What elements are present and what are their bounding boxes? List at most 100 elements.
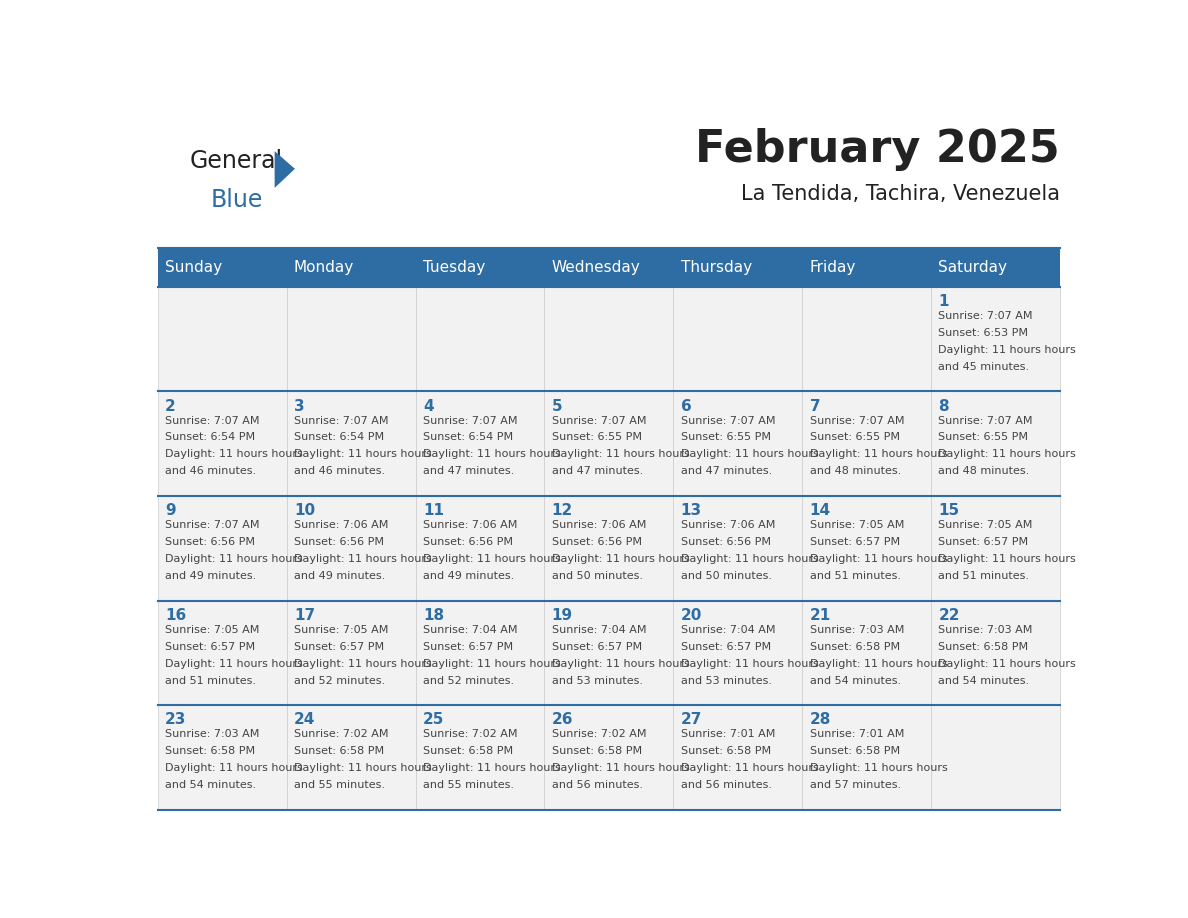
Text: 17: 17 bbox=[293, 608, 315, 622]
Bar bbox=[674, 705, 802, 810]
Text: Sunrise: 7:02 AM: Sunrise: 7:02 AM bbox=[551, 730, 646, 739]
Text: Daylight: 11 hours hours: Daylight: 11 hours hours bbox=[423, 659, 561, 668]
Text: Daylight: 11 hours hours: Daylight: 11 hours hours bbox=[423, 554, 561, 564]
Text: and 45 minutes.: and 45 minutes. bbox=[939, 362, 1030, 372]
Text: Wednesday: Wednesday bbox=[551, 260, 640, 274]
Text: 10: 10 bbox=[293, 503, 315, 518]
Text: Sunset: 6:56 PM: Sunset: 6:56 PM bbox=[681, 537, 771, 547]
Bar bbox=[544, 286, 674, 391]
Bar bbox=[416, 286, 544, 391]
Text: Sunrise: 7:07 AM: Sunrise: 7:07 AM bbox=[681, 416, 775, 426]
Bar bbox=[802, 391, 931, 496]
Bar bbox=[286, 600, 416, 705]
Bar bbox=[416, 600, 544, 705]
Text: 15: 15 bbox=[939, 503, 960, 518]
Text: Daylight: 11 hours hours: Daylight: 11 hours hours bbox=[939, 659, 1076, 668]
Text: and 55 minutes.: and 55 minutes. bbox=[293, 780, 385, 790]
Text: and 51 minutes.: and 51 minutes. bbox=[165, 676, 257, 686]
Text: Sunrise: 7:01 AM: Sunrise: 7:01 AM bbox=[681, 730, 775, 739]
Text: Sunset: 6:57 PM: Sunset: 6:57 PM bbox=[939, 537, 1029, 547]
Bar bbox=[416, 496, 544, 600]
Text: and 47 minutes.: and 47 minutes. bbox=[423, 466, 514, 476]
Text: Sunrise: 7:03 AM: Sunrise: 7:03 AM bbox=[809, 625, 904, 634]
Text: 13: 13 bbox=[681, 503, 702, 518]
Bar bbox=[802, 600, 931, 705]
Text: 8: 8 bbox=[939, 398, 949, 413]
Bar bbox=[931, 286, 1060, 391]
Bar bbox=[674, 286, 802, 391]
Bar bbox=[544, 391, 674, 496]
Text: Sunrise: 7:06 AM: Sunrise: 7:06 AM bbox=[423, 521, 517, 530]
Text: 14: 14 bbox=[809, 503, 830, 518]
Text: and 46 minutes.: and 46 minutes. bbox=[165, 466, 257, 476]
Text: 4: 4 bbox=[423, 398, 434, 413]
Text: and 47 minutes.: and 47 minutes. bbox=[681, 466, 772, 476]
Text: Sunrise: 7:01 AM: Sunrise: 7:01 AM bbox=[809, 730, 904, 739]
Text: 18: 18 bbox=[423, 608, 444, 622]
Bar bbox=[802, 496, 931, 600]
Text: Saturday: Saturday bbox=[939, 260, 1007, 274]
Bar bbox=[286, 705, 416, 810]
Bar bbox=[544, 600, 674, 705]
Text: Daylight: 11 hours hours: Daylight: 11 hours hours bbox=[165, 763, 303, 773]
Bar bbox=[286, 496, 416, 600]
Text: Daylight: 11 hours hours: Daylight: 11 hours hours bbox=[939, 554, 1076, 564]
Text: Daylight: 11 hours hours: Daylight: 11 hours hours bbox=[551, 659, 689, 668]
Text: Daylight: 11 hours hours: Daylight: 11 hours hours bbox=[809, 763, 947, 773]
Text: and 48 minutes.: and 48 minutes. bbox=[939, 466, 1030, 476]
Bar bbox=[544, 496, 674, 600]
Text: 21: 21 bbox=[809, 608, 830, 622]
Text: 20: 20 bbox=[681, 608, 702, 622]
Text: Sunrise: 7:07 AM: Sunrise: 7:07 AM bbox=[293, 416, 388, 426]
Text: Sunset: 6:56 PM: Sunset: 6:56 PM bbox=[165, 537, 255, 547]
Text: 2: 2 bbox=[165, 398, 176, 413]
Text: and 56 minutes.: and 56 minutes. bbox=[681, 780, 772, 790]
Text: Sunset: 6:57 PM: Sunset: 6:57 PM bbox=[551, 642, 642, 652]
Text: and 56 minutes.: and 56 minutes. bbox=[551, 780, 643, 790]
Text: Daylight: 11 hours hours: Daylight: 11 hours hours bbox=[681, 763, 819, 773]
Text: Sunset: 6:56 PM: Sunset: 6:56 PM bbox=[551, 537, 642, 547]
Text: Tuesday: Tuesday bbox=[423, 260, 485, 274]
Text: Sunset: 6:56 PM: Sunset: 6:56 PM bbox=[293, 537, 384, 547]
Text: La Tendida, Tachira, Venezuela: La Tendida, Tachira, Venezuela bbox=[741, 185, 1060, 205]
Text: Daylight: 11 hours hours: Daylight: 11 hours hours bbox=[939, 450, 1076, 459]
Text: 24: 24 bbox=[293, 712, 315, 727]
Text: and 57 minutes.: and 57 minutes. bbox=[809, 780, 901, 790]
Text: General: General bbox=[190, 149, 283, 173]
Text: Sunset: 6:55 PM: Sunset: 6:55 PM bbox=[939, 432, 1029, 442]
Text: Sunset: 6:58 PM: Sunset: 6:58 PM bbox=[165, 746, 255, 756]
Bar bbox=[674, 496, 802, 600]
Text: Sunrise: 7:03 AM: Sunrise: 7:03 AM bbox=[165, 730, 259, 739]
Text: Sunset: 6:58 PM: Sunset: 6:58 PM bbox=[681, 746, 771, 756]
Text: and 51 minutes.: and 51 minutes. bbox=[809, 571, 901, 581]
Text: Sunrise: 7:05 AM: Sunrise: 7:05 AM bbox=[165, 625, 259, 634]
Text: Daylight: 11 hours hours: Daylight: 11 hours hours bbox=[165, 659, 303, 668]
Text: 25: 25 bbox=[423, 712, 444, 727]
Bar bbox=[931, 496, 1060, 600]
Text: 7: 7 bbox=[809, 398, 820, 413]
Text: Sunrise: 7:06 AM: Sunrise: 7:06 AM bbox=[681, 521, 775, 530]
Text: Daylight: 11 hours hours: Daylight: 11 hours hours bbox=[551, 763, 689, 773]
Text: Daylight: 11 hours hours: Daylight: 11 hours hours bbox=[165, 554, 303, 564]
Text: Sunrise: 7:05 AM: Sunrise: 7:05 AM bbox=[809, 521, 904, 530]
Text: Monday: Monday bbox=[293, 260, 354, 274]
Text: Sunset: 6:54 PM: Sunset: 6:54 PM bbox=[423, 432, 513, 442]
Text: 22: 22 bbox=[939, 608, 960, 622]
Text: Sunrise: 7:07 AM: Sunrise: 7:07 AM bbox=[165, 416, 259, 426]
Bar bbox=[158, 391, 286, 496]
Text: Sunset: 6:54 PM: Sunset: 6:54 PM bbox=[293, 432, 384, 442]
Text: Sunrise: 7:04 AM: Sunrise: 7:04 AM bbox=[551, 625, 646, 634]
Text: Sunrise: 7:03 AM: Sunrise: 7:03 AM bbox=[939, 625, 1032, 634]
Bar bbox=[931, 600, 1060, 705]
Text: Sunrise: 7:07 AM: Sunrise: 7:07 AM bbox=[809, 416, 904, 426]
Text: Sunset: 6:54 PM: Sunset: 6:54 PM bbox=[165, 432, 255, 442]
Text: Sunset: 6:57 PM: Sunset: 6:57 PM bbox=[165, 642, 255, 652]
Bar bbox=[416, 705, 544, 810]
Text: Sunset: 6:58 PM: Sunset: 6:58 PM bbox=[809, 746, 899, 756]
Text: 16: 16 bbox=[165, 608, 187, 622]
Text: Sunset: 6:58 PM: Sunset: 6:58 PM bbox=[423, 746, 513, 756]
Text: Sunrise: 7:07 AM: Sunrise: 7:07 AM bbox=[939, 311, 1032, 321]
Text: 12: 12 bbox=[551, 503, 573, 518]
Text: and 54 minutes.: and 54 minutes. bbox=[939, 676, 1030, 686]
Text: Daylight: 11 hours hours: Daylight: 11 hours hours bbox=[681, 450, 819, 459]
